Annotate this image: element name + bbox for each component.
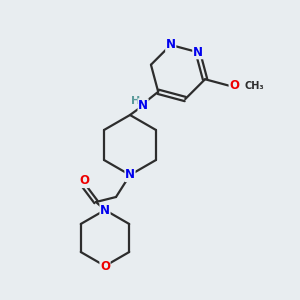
- Text: H: H: [131, 96, 141, 106]
- Text: CH₃: CH₃: [244, 81, 264, 91]
- Text: O: O: [100, 260, 110, 272]
- Text: O: O: [79, 175, 89, 188]
- Text: O: O: [229, 80, 239, 92]
- Text: N: N: [100, 203, 110, 217]
- Text: N: N: [138, 99, 148, 112]
- Text: N: N: [193, 46, 203, 59]
- Text: N: N: [166, 38, 176, 52]
- Text: N: N: [125, 169, 135, 182]
